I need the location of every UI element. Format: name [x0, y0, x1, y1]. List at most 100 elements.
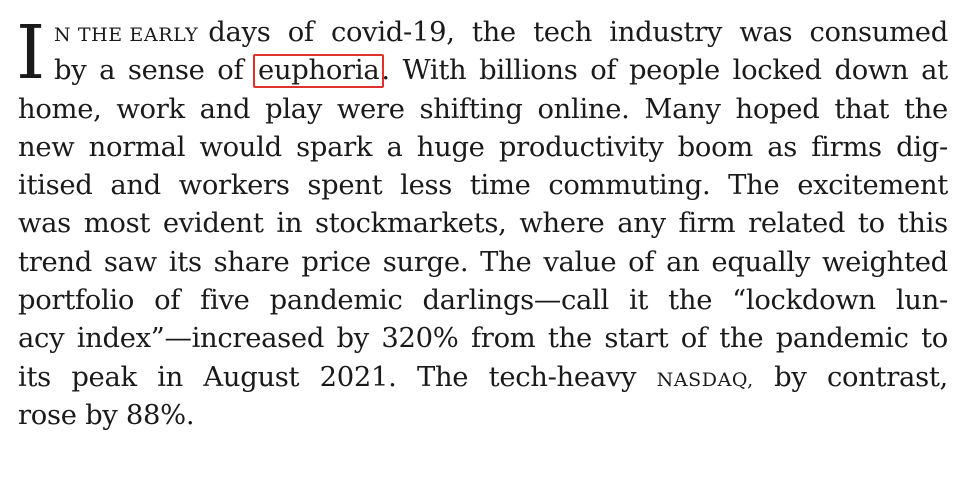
word: less [400, 170, 452, 202]
word: The [416, 361, 469, 393]
period: . [381, 55, 390, 87]
text-line-10: its peak in August 2021. The tech-heavy … [18, 359, 948, 397]
word: online. [537, 93, 630, 125]
word: industry [609, 17, 723, 48]
highlighted-word-euphoria: euphoria [253, 54, 385, 89]
word: it [628, 285, 649, 317]
word: weighted [821, 246, 948, 278]
word: firm [678, 208, 736, 240]
text-line-9: acy index”—increased by 320% from the st… [18, 320, 948, 358]
word: by [336, 323, 370, 355]
word: itised [18, 170, 93, 202]
word: “lockdown [732, 285, 876, 317]
word: play [265, 93, 323, 125]
word: dig- [896, 131, 948, 163]
word: workers [178, 170, 290, 202]
word: at [921, 55, 948, 87]
word: work [116, 93, 185, 125]
word: by [54, 55, 87, 87]
word: index”—increased [76, 323, 325, 355]
word: that [834, 93, 890, 125]
text-line-8: portfolio of five pandemic darlings—call… [18, 282, 948, 320]
word: of [628, 246, 655, 278]
word: spent [307, 170, 383, 202]
word: of [590, 55, 617, 87]
word: a [386, 131, 403, 163]
word: five [200, 285, 250, 317]
word: and [110, 170, 161, 202]
word: price [301, 246, 371, 278]
word: as [767, 131, 797, 163]
word: in [276, 208, 303, 240]
word: pandemic [775, 323, 909, 355]
word: The [480, 246, 532, 278]
word: normal [88, 131, 186, 163]
word: start [604, 323, 669, 355]
text-line-1: N THE EARLY days of covid-19, the tech i… [18, 14, 948, 52]
word: portfolio [18, 285, 135, 317]
word: Many [644, 93, 721, 125]
word: contrast, [826, 361, 948, 393]
word: a [99, 55, 116, 87]
article-body: I N THE EARLY days of covid-19, the tech… [16, 10, 948, 435]
word: this [897, 208, 949, 240]
word: and [199, 93, 251, 125]
word: home, [18, 93, 102, 125]
word: people [628, 55, 720, 87]
drop-cap: I [16, 10, 45, 96]
word: saw [103, 246, 157, 278]
word: rose [18, 399, 77, 431]
word: pandemic [269, 285, 403, 317]
word: of [154, 285, 181, 317]
word: acy [18, 323, 65, 355]
word: spark [296, 131, 373, 163]
word: firms [811, 131, 882, 163]
text-line-4: new normal would spark a huge productivi… [18, 129, 948, 167]
word: sense [127, 55, 205, 87]
word: tech-heavy [488, 361, 637, 393]
word: was [18, 208, 71, 240]
word: the [668, 285, 713, 317]
text-line-2: by a sense of euphoria. With billions of… [18, 52, 948, 90]
word: productivity [498, 131, 664, 163]
word: lun- [895, 285, 948, 317]
word: was [739, 17, 793, 48]
word: surge. [382, 246, 469, 278]
word: 88%. [125, 399, 195, 431]
word: tech [533, 17, 593, 48]
word: shifting [419, 93, 523, 125]
word: to [921, 323, 948, 355]
word: time [469, 170, 531, 202]
word: equally [711, 246, 811, 278]
word: August [203, 361, 300, 393]
word: of [287, 17, 314, 48]
word: peak [71, 361, 137, 393]
word: new [18, 131, 75, 163]
word: consumed [809, 17, 948, 48]
text-line-3: home, work and play were shifting online… [18, 91, 948, 129]
word: of [680, 323, 707, 355]
word: were [336, 93, 405, 125]
word: billions [479, 55, 578, 87]
word: darlings—call [422, 285, 610, 317]
text-line-7: trend saw its share price surge. The val… [18, 244, 948, 282]
word: value [543, 246, 617, 278]
word: the [719, 323, 764, 355]
word: of [217, 55, 244, 87]
word: its [168, 246, 202, 278]
word: where [519, 208, 605, 240]
word: to [857, 208, 885, 240]
word: would [199, 131, 282, 163]
word: huge [416, 131, 485, 163]
word: share [213, 246, 290, 278]
word: The [728, 170, 780, 202]
lead-in-smallcaps: N THE EARLY [54, 24, 199, 46]
word: trend [18, 246, 92, 278]
word: 2021. [319, 361, 397, 393]
word: any [617, 208, 666, 240]
word: evident [162, 208, 264, 240]
word: in [157, 361, 184, 393]
word: an [666, 246, 700, 278]
word: its [18, 361, 51, 393]
text-line-6: was most evident in stockmarkets, where … [18, 205, 948, 243]
